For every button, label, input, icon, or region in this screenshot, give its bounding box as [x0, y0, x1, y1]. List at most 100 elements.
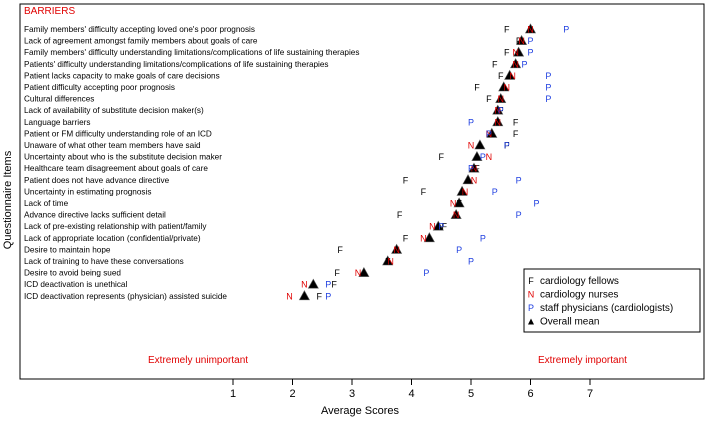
item-label: Patient lacks capacity to make goals of …: [24, 71, 220, 80]
legend-label: cardiology fellows: [540, 276, 619, 287]
x-tick-label: 6: [527, 388, 533, 400]
physicians-marker: P: [480, 152, 486, 162]
nurses-marker: N: [486, 152, 493, 162]
x-tick-label: 7: [587, 388, 593, 400]
fellows-marker: F: [439, 152, 445, 162]
x-tick-label: 3: [349, 388, 355, 400]
physicians-marker: P: [438, 222, 444, 232]
physicians-marker: P: [527, 36, 533, 46]
nurses-marker: N: [301, 280, 308, 290]
item-label: Desire to avoid being sued: [24, 269, 121, 278]
mean-marker: [462, 174, 474, 185]
item-label: Lack of appropriate location (confidenti…: [24, 234, 201, 243]
mean-marker: [432, 220, 444, 231]
mean-marker: [391, 243, 403, 254]
item-label: Patient difficulty accepting poor progno…: [24, 83, 175, 92]
fellows-marker: F: [504, 48, 510, 58]
item-label: ICD deactivation represents (physician) …: [24, 292, 227, 301]
mean-marker: [492, 116, 504, 127]
fellows-marker: F: [513, 129, 519, 139]
item-label: Unaware of what other team members have …: [24, 141, 201, 150]
mean-marker: [468, 162, 480, 173]
physicians-marker: P: [325, 280, 331, 290]
nurses-marker: N: [286, 291, 293, 301]
physicians-marker: P: [498, 106, 504, 116]
item-label: Patients' difficulty understanding limit…: [24, 60, 329, 69]
physicians-marker: P: [468, 257, 474, 267]
physicians-marker: P: [516, 210, 522, 220]
item-label: Desire to maintain hope: [24, 245, 111, 254]
nurses-marker: N: [462, 187, 469, 197]
mean-marker: [453, 197, 465, 208]
legend-label: staff physicians (cardiologists): [540, 303, 673, 314]
mean-marker: [298, 290, 310, 301]
item-label: Lack of pre-existing relationship with p…: [24, 222, 207, 231]
mean-marker: [382, 255, 394, 266]
fellows-marker: F: [498, 106, 504, 116]
nurses-marker: N: [450, 199, 457, 209]
fellows-marker: F: [456, 199, 462, 209]
mean-marker: [307, 278, 319, 289]
item-label: Language barriers: [24, 118, 90, 127]
x-tick-label: 5: [468, 388, 474, 400]
y-axis-title: Questionnaire Items: [2, 150, 14, 249]
item-label: Cultural differences: [24, 95, 94, 104]
annotation-high: Extremely important: [538, 355, 627, 366]
fellows-marker: F: [317, 291, 323, 301]
mean-marker: [456, 185, 468, 196]
mean-marker: [524, 23, 537, 34]
legend-label: cardiology nurses: [540, 290, 618, 301]
item-label: ICD deactivation is unethical: [24, 280, 127, 289]
fellows-marker: F: [397, 210, 403, 220]
physicians-marker: P: [563, 25, 569, 35]
physicians-marker: P: [533, 199, 539, 209]
x-tick-label: 2: [289, 388, 295, 400]
item-label: Advance directive lacks sufficient detai…: [24, 211, 166, 220]
physicians-marker: P: [468, 117, 474, 127]
mean-marker: [492, 104, 504, 115]
nurses-marker: N: [498, 94, 505, 104]
fellows-marker: F: [441, 222, 447, 232]
fellows-marker: F: [504, 141, 510, 151]
fellows-marker: F: [403, 175, 409, 185]
fellows-marker: F: [421, 187, 427, 197]
nurses-marker: N: [471, 175, 478, 185]
legend-symbol: N: [528, 290, 535, 300]
nurses-marker: N: [495, 117, 502, 127]
nurses-marker: N: [420, 233, 427, 243]
physicians-marker: P: [545, 83, 551, 93]
mean-marker: [423, 232, 435, 243]
physicians-marker: P: [522, 59, 528, 69]
nurses-marker: N: [518, 36, 525, 46]
mean-marker: [513, 46, 525, 57]
mean-marker: [498, 81, 510, 92]
mean-marker: [471, 150, 483, 161]
legend-symbol: F: [528, 276, 534, 286]
nurses-marker: N: [355, 268, 362, 278]
physicians-marker: P: [516, 175, 522, 185]
nurses-marker: N: [495, 106, 502, 116]
fellows-marker: F: [334, 268, 340, 278]
physicians-marker: P: [492, 187, 498, 197]
items-layer: Family members' difficulty accepting lov…: [24, 25, 359, 301]
mean-marker: [450, 208, 462, 219]
mean-marker: [495, 92, 507, 103]
legend-symbol: P: [528, 303, 534, 313]
x-tick-label: 1: [230, 388, 236, 400]
item-label: Lack of time: [24, 199, 69, 208]
fellows-marker: F: [486, 94, 492, 104]
legend-label: Overall mean: [540, 317, 599, 328]
physicians-marker: P: [504, 141, 510, 151]
nurses-marker: N: [486, 129, 493, 139]
mean-marker: [516, 34, 528, 45]
fellows-marker: F: [403, 233, 409, 243]
nurses-marker: N: [527, 25, 534, 35]
physicians-marker: P: [486, 129, 492, 139]
physicians-marker: P: [545, 94, 551, 104]
fellows-marker: F: [498, 71, 504, 81]
mean-marker: [486, 127, 498, 138]
item-label: Patient or FM difficulty understanding r…: [24, 129, 212, 138]
fellows-marker: F: [331, 280, 337, 290]
mean-marker: [474, 139, 486, 150]
